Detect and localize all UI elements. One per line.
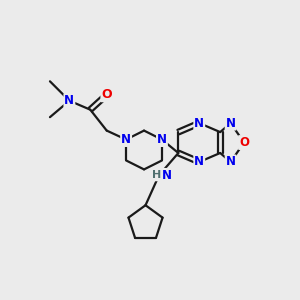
Text: H: H [152,170,161,180]
Text: N: N [194,155,204,168]
Text: N: N [226,117,236,130]
Text: N: N [121,133,131,146]
Text: N: N [194,117,204,130]
Text: N: N [64,94,74,107]
Text: O: O [101,88,112,101]
Text: N: N [226,155,236,168]
Text: N: N [157,133,167,146]
Text: O: O [239,136,249,149]
Text: N: N [162,169,172,182]
